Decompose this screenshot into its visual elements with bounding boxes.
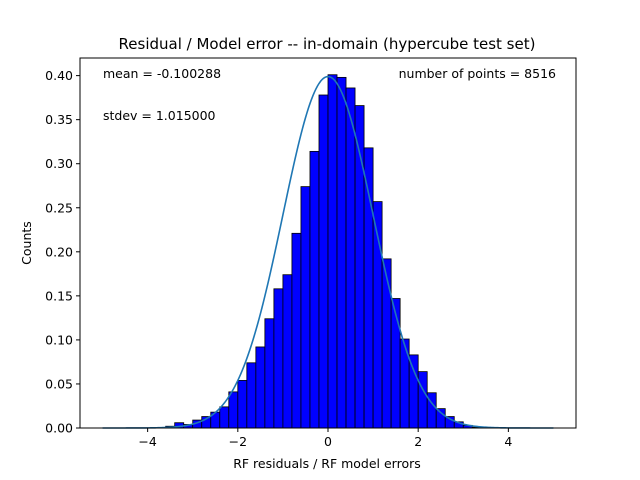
- histogram-bar: [273, 288, 284, 429]
- y-tick-label: 0.00: [45, 421, 73, 436]
- histogram-bar: [408, 354, 419, 429]
- stdev-annotation: stdev = 1.015000: [103, 108, 216, 123]
- x-tick-label: −4: [138, 434, 156, 449]
- histogram-bar: [345, 87, 356, 429]
- histogram-bar: [336, 76, 347, 429]
- normal-pdf-curve: [102, 75, 554, 429]
- y-axis-label: Counts: [19, 221, 34, 265]
- mean-annotation: mean = -0.100288: [103, 66, 221, 81]
- axes: −4 −2 0 2 4 0.00 0.05 0.10 0.15 0.20 0.25 0.30 0.35 0…: [45, 57, 577, 449]
- histogram-bar: [417, 371, 428, 429]
- y-tick-label: 0.10: [45, 332, 73, 347]
- histogram-bar: [300, 186, 311, 429]
- x-tick-label: 0: [324, 434, 332, 449]
- chart-title: Residual / Model error -- in-domain (hyp…: [119, 35, 536, 53]
- y-tick-label: 0.20: [45, 244, 73, 259]
- x-tick-label: 4: [504, 434, 512, 449]
- x-axis-label: RF residuals / RF model errors: [233, 456, 421, 471]
- histogram-bar: [237, 380, 248, 429]
- y-tick-label: 0.35: [45, 112, 73, 127]
- histogram-bar: [390, 298, 401, 429]
- x-tick-label: −2: [229, 434, 247, 449]
- histogram-bar: [255, 346, 266, 429]
- histogram-bar: [228, 391, 239, 429]
- histogram-bar: [282, 274, 293, 429]
- histogram-bar: [327, 74, 338, 429]
- x-tick-label: 2: [414, 434, 422, 449]
- y-tick-label: 0.40: [45, 68, 73, 83]
- histogram-bar: [318, 94, 329, 429]
- histogram-bar: [264, 318, 275, 429]
- histogram-bar: [309, 150, 320, 429]
- y-tick-label: 0.05: [45, 376, 73, 391]
- histogram-bar: [381, 258, 392, 429]
- histogram-bar: [219, 406, 230, 429]
- histogram-bar: [246, 362, 257, 429]
- y-tick-label: 0.15: [45, 288, 73, 303]
- histogram-bar: [291, 232, 302, 429]
- number-of-points-annotation: number of points = 8516: [399, 66, 556, 81]
- y-tick-label: 0.25: [45, 200, 73, 215]
- y-tick-label: 0.30: [45, 156, 73, 171]
